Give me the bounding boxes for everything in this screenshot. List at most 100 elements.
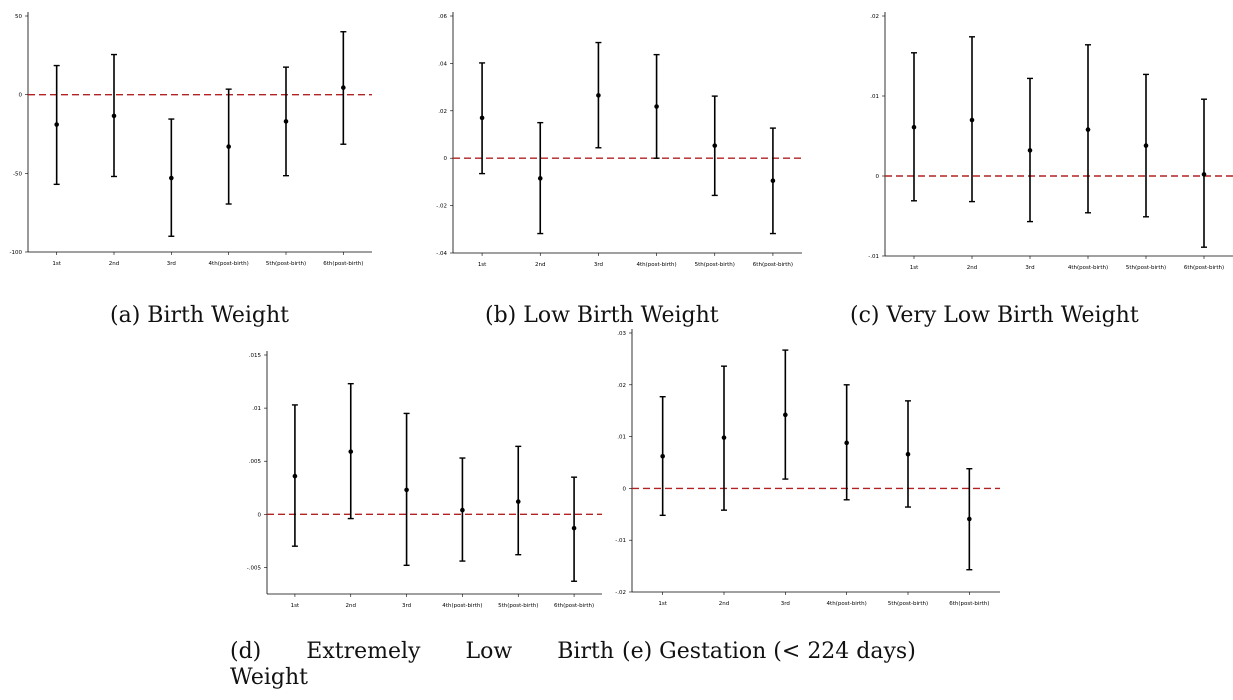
x-tick-label: 3rd [1025,265,1034,271]
x-tick-label: 3rd [594,262,603,268]
y-tick-label: -.01 [615,538,626,544]
data-point [1027,148,1033,153]
data-point [911,124,917,130]
x-tick-label: 1st [910,265,919,271]
y-tick-label: .01 [252,406,261,412]
x-tick-label: 1st [658,601,667,607]
data-point [654,104,659,109]
data-point [537,176,543,181]
caption-a: (a) Birth Weight [110,303,289,328]
x-tick-label: 2nd [967,265,977,271]
y-tick-label: -100 [10,250,23,256]
chart-panel-very-low-birth-weight: -.01 0 .01 .02 1st 2nd 3rd 4th(post-birth) 5th(p… [820,0,1233,300]
y-tick-label: .02 [438,109,447,115]
data-point [770,178,776,184]
x-tick-label: 3rd [402,603,411,609]
x-tick-label: 2nd [719,601,729,607]
x-tick-label: 6th(post-birth) [554,603,594,609]
chart-extremely-low-birth-weight: -.005 0 .005 .01 .015 1st 2nd 3rd 4th(post-birth… [247,351,602,609]
y-tick-label: .02 [870,14,879,20]
chart-panel-low-birth-weight: -.04 -.02 0 .02 .04 .06 1st 2nd 3rd 4th(post-birt… [410,0,820,300]
data-point [292,473,298,479]
x-tick-label: 6th(post-birth) [1184,265,1224,271]
data-point [969,117,975,123]
data-point [169,175,174,181]
data-point [348,449,354,454]
caption-b: (b) Low Birth Weight [485,303,719,328]
chart-very-low-birth-weight: -.01 0 .01 .02 1st 2nd 3rd 4th(post-birth) 5th(p… [868,12,1233,271]
data-point [283,119,289,124]
chart-gestation: -.02 -.01 0 .01 .02 .03 1st 2nd 3rd 4th(post-birt… [615,329,1000,607]
y-tick-label: .06 [438,14,447,20]
data-point [905,451,911,457]
data-point [515,499,521,504]
x-tick-label: 4th(post-birth) [209,261,249,267]
x-tick-label: 2nd [109,261,119,267]
data-point [460,507,465,513]
x-tick-label: 1st [478,262,487,268]
chart-low-birth-weight: -.04 -.02 0 .02 .04 .06 1st 2nd 3rd 4th(post-birt… [436,12,802,268]
x-tick-label: 2nd [535,262,545,268]
y-tick-label: -.02 [436,204,447,210]
data-point [783,412,788,418]
data-point [1085,127,1091,132]
caption-d: (d) Extremely Low Birth Weight [230,639,614,691]
caption-d-line1: (d) Extremely Low Birth [230,639,614,664]
y-tick-label: -50 [13,171,22,177]
x-tick-label: 6th(post-birth) [753,262,793,268]
y-tick-label: -.02 [615,590,626,596]
y-tick-label: .03 [617,331,626,337]
x-tick-label: 4th(post-birth) [636,262,676,268]
x-tick-label: 5th(post-birth) [1126,265,1166,271]
y-tick-label: .04 [438,61,447,67]
x-tick-label: 3rd [781,601,790,607]
x-tick-label: 4th(post-birth) [442,603,482,609]
caption-c: (c) Very Low Birth Weight [850,303,1139,328]
caption-d-line2: Weight [230,665,308,690]
data-point [712,143,718,148]
x-tick-label: 1st [291,603,300,609]
chart-panel-gestation: -.02 -.01 0 .01 .02 .03 1st 2nd 3rd 4th(post-birt… [600,320,1020,615]
x-tick-label: 3rd [167,261,176,267]
data-point [404,487,409,493]
y-tick-label: -.005 [247,565,262,571]
x-tick-label: 6th(post-birth) [323,261,363,267]
caption-e: (e) Gestation (< 224 days) [622,639,916,664]
x-tick-label: 4th(post-birth) [827,601,867,607]
data-point [226,144,231,149]
data-point [571,525,577,531]
x-tick-label: 6th(post-birth) [949,601,989,607]
y-tick-label: 0 [876,174,880,180]
data-point [479,115,485,121]
data-point [1143,143,1149,148]
data-point [660,453,665,459]
x-tick-label: 4th(post-birth) [1068,265,1108,271]
x-tick-label: 1st [52,261,61,267]
x-tick-label: 5th(post-birth) [266,261,306,267]
data-point [111,113,117,119]
y-tick-label: 0 [623,486,627,492]
data-point [844,440,849,446]
data-point [721,435,727,440]
y-tick-label: .02 [617,383,626,389]
x-tick-label: 2nd [346,603,356,609]
y-tick-label: .01 [617,435,626,441]
x-tick-label: 5th(post-birth) [498,603,538,609]
data-point [54,122,59,127]
y-tick-label: .005 [249,459,262,465]
x-tick-label: 5th(post-birth) [888,601,928,607]
data-point [1201,172,1207,177]
chart-panel-extremely-low-birth-weight: -.005 0 .005 .01 .015 1st 2nd 3rd 4th(post-birth… [220,340,630,615]
y-tick-label: 0 [19,93,23,99]
data-point [341,85,346,90]
chart-panel-birth-weight: -100 -50 0 50 1st 2nd 3rd 4th(post-birth) 5th(po… [0,0,410,300]
y-tick-label: .015 [249,353,262,359]
chart-birth-weight: -100 -50 0 50 1st 2nd 3rd 4th(post-birth) 5th(po… [10,12,372,267]
y-tick-label: 50 [15,14,22,20]
y-tick-label: -.01 [868,254,879,260]
x-tick-label: 5th(post-birth) [695,262,735,268]
data-point [967,516,972,522]
y-tick-label: .01 [870,94,879,100]
y-tick-label: -.04 [436,251,447,257]
